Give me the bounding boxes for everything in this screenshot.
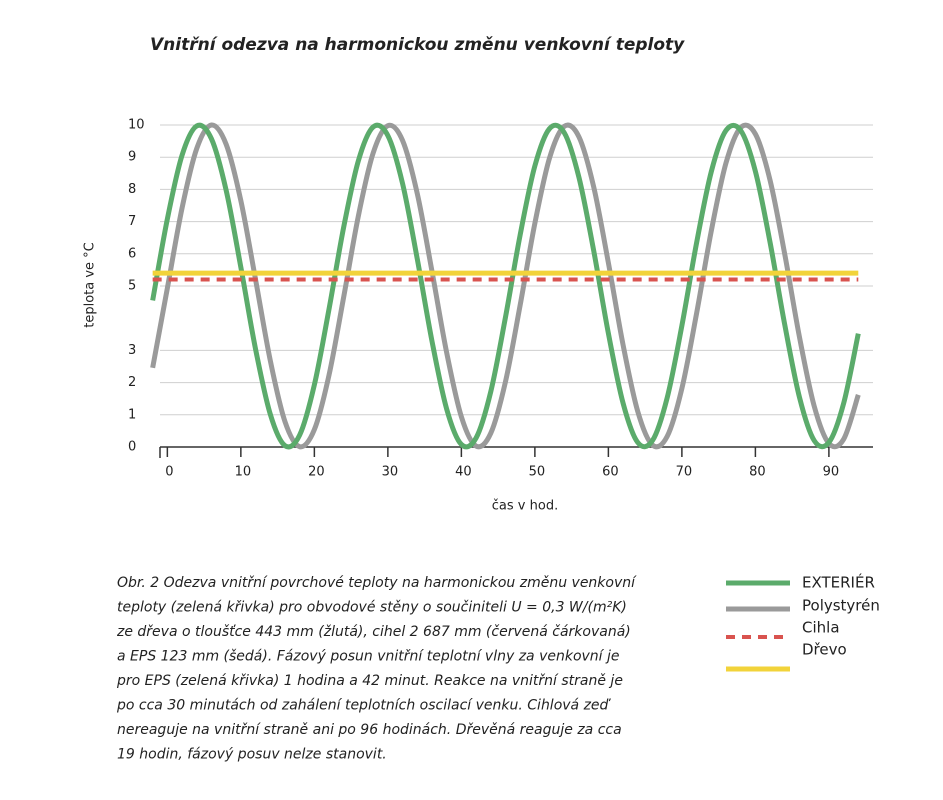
- x-tick-label: 0: [165, 465, 173, 480]
- y-tick-label: 10: [128, 118, 145, 133]
- caption-line: 19 hodin, fázový posuv nelze stanovit.: [117, 747, 387, 763]
- x-tick-label: 80: [749, 465, 766, 480]
- x-tick-label: 50: [529, 465, 546, 480]
- y-tick-label: 7: [128, 214, 136, 229]
- x-tick-label: 40: [455, 465, 472, 480]
- chart-title: Vnitřní odezva na harmonickou změnu venk…: [150, 35, 685, 55]
- caption-line: teploty (zelená křivka) pro obvodové stě…: [117, 600, 627, 616]
- caption-line: po cca 30 minutách od zahálení teplotníc…: [116, 698, 612, 714]
- caption-line: nereaguje na vnitřní straně ani po 96 ho…: [117, 722, 622, 738]
- y-axis-label: teplota ve °C: [83, 242, 98, 328]
- y-tick-label: 6: [128, 246, 136, 261]
- y-tick-label: 0: [128, 440, 136, 455]
- y-tick-label: 2: [128, 375, 136, 390]
- x-tick-label: 60: [602, 465, 619, 480]
- legend-label: Dřevo: [802, 641, 847, 659]
- legend-label: Cihla: [802, 619, 840, 637]
- x-tick-label: 90: [823, 465, 840, 480]
- series-line: [150, 122, 861, 450]
- caption-line: ze dřeva o tloušťce 443 mm (žlutá), cihe…: [116, 624, 631, 640]
- caption-line: pro EPS (zelená křivka) 1 hodina a 42 mi…: [116, 673, 623, 689]
- caption-line: a EPS 123 mm (šedá). Fázový posun vnitřn…: [117, 649, 620, 665]
- x-tick-label: 10: [235, 465, 252, 480]
- legend-label: EXTERIÉR: [802, 573, 875, 592]
- x-tick-label: 70: [676, 465, 693, 480]
- x-tick-label: 30: [382, 465, 399, 480]
- x-tick-label: 20: [308, 465, 325, 480]
- caption-line: Obr. 2 Odezva vnitřní povrchové teploty …: [117, 575, 637, 591]
- y-tick-label: 1: [128, 407, 136, 422]
- x-axis-label: čas v hod.: [492, 499, 558, 514]
- legend-label: Polystyrén: [802, 597, 880, 615]
- y-tick-label: 8: [128, 182, 136, 197]
- y-tick-label: 3: [128, 343, 136, 358]
- y-tick-label: 9: [128, 150, 136, 165]
- y-tick-label: 5: [128, 279, 136, 294]
